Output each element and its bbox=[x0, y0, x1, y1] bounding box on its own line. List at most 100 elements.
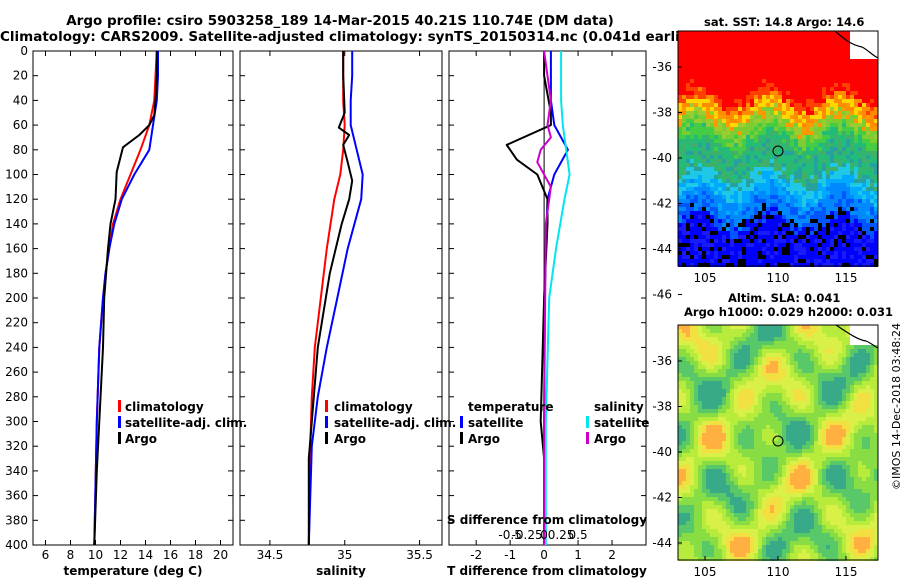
sla-cell bbox=[758, 357, 762, 361]
sst-cell bbox=[746, 215, 750, 219]
sst-cell bbox=[726, 235, 730, 239]
sla-cell bbox=[706, 405, 710, 409]
sst-cell bbox=[806, 251, 810, 255]
sst-cell bbox=[774, 263, 778, 267]
sst-cell bbox=[846, 111, 850, 115]
sst-cell bbox=[810, 251, 814, 255]
sst-cell bbox=[830, 79, 834, 83]
sla-cell bbox=[874, 349, 878, 353]
sst-cell bbox=[762, 191, 766, 195]
sst-cell bbox=[842, 251, 846, 255]
sst-cell bbox=[694, 219, 698, 223]
sst-cell bbox=[738, 147, 742, 151]
sst-cell bbox=[818, 195, 822, 199]
sla-cell bbox=[730, 417, 734, 421]
sst-cell bbox=[678, 199, 682, 203]
sla-cell bbox=[830, 445, 834, 449]
sla-cell bbox=[802, 337, 806, 341]
sla-cell bbox=[794, 345, 798, 349]
sst-cell bbox=[810, 91, 814, 95]
sla-cell bbox=[814, 381, 818, 385]
sst-cell bbox=[786, 47, 790, 51]
sla-cell bbox=[826, 453, 830, 457]
sla-cell bbox=[750, 457, 754, 461]
sst-cell bbox=[798, 195, 802, 199]
sst-cell bbox=[678, 219, 682, 223]
sla-cell bbox=[810, 389, 814, 393]
sla-cell bbox=[714, 449, 718, 453]
sst-cell bbox=[786, 91, 790, 95]
sst-cell bbox=[686, 171, 690, 175]
sla-cell bbox=[698, 341, 702, 345]
sst-cell bbox=[778, 211, 782, 215]
sst-cell bbox=[790, 215, 794, 219]
sst-cell bbox=[738, 159, 742, 163]
sst-cell bbox=[850, 191, 854, 195]
sst-cell bbox=[858, 263, 862, 267]
sla-cell bbox=[710, 457, 714, 461]
sla-cell bbox=[722, 385, 726, 389]
sst-cell bbox=[738, 171, 742, 175]
sla-cell bbox=[702, 325, 706, 329]
sst-cell bbox=[862, 127, 866, 131]
sst-cell bbox=[742, 75, 746, 79]
sst-cell bbox=[718, 143, 722, 147]
sst-cell bbox=[774, 203, 778, 207]
sla-cell bbox=[858, 341, 862, 345]
sst-cell bbox=[714, 231, 718, 235]
sst-cell bbox=[714, 95, 718, 99]
sla-cell bbox=[774, 373, 778, 377]
sla-cell bbox=[738, 413, 742, 417]
sst-cell bbox=[862, 163, 866, 167]
sla-cell bbox=[762, 425, 766, 429]
sst-cell bbox=[774, 199, 778, 203]
sla-cell bbox=[702, 381, 706, 385]
sst-cell bbox=[858, 211, 862, 215]
sst-cell bbox=[846, 223, 850, 227]
sst-cell bbox=[746, 171, 750, 175]
sst-cell bbox=[790, 67, 794, 71]
sst-cell bbox=[822, 171, 826, 175]
sst-cell bbox=[802, 47, 806, 51]
sst-cell bbox=[778, 59, 782, 63]
sst-cell bbox=[746, 39, 750, 43]
sst-cell bbox=[730, 139, 734, 143]
sst-cell bbox=[746, 143, 750, 147]
sla-cell bbox=[678, 365, 682, 369]
sst-cell bbox=[846, 139, 850, 143]
sla-cell bbox=[818, 389, 822, 393]
s-difference-tick-label: 0.5 bbox=[569, 528, 588, 542]
sst-cell bbox=[742, 199, 746, 203]
sst-cell bbox=[754, 107, 758, 111]
sst-cell bbox=[850, 175, 854, 179]
sst-cell bbox=[834, 147, 838, 151]
sst-cell bbox=[682, 239, 686, 243]
sla-cell bbox=[722, 353, 726, 357]
sst-cell bbox=[822, 251, 826, 255]
sla-cell bbox=[814, 325, 818, 329]
sla-cell bbox=[722, 413, 726, 417]
sla-cell bbox=[826, 409, 830, 413]
sst-cell bbox=[714, 259, 718, 263]
sla-cell bbox=[702, 429, 706, 433]
sst-cell bbox=[722, 191, 726, 195]
sst-cell bbox=[690, 55, 694, 59]
sla-cell bbox=[754, 453, 758, 457]
sst-cell bbox=[830, 123, 834, 127]
sst-cell bbox=[790, 231, 794, 235]
sst-cell bbox=[702, 127, 706, 131]
sst-cell bbox=[850, 115, 854, 119]
sla-cell bbox=[698, 421, 702, 425]
sla-cell bbox=[790, 361, 794, 365]
sst-cell bbox=[750, 119, 754, 123]
sla-cell bbox=[686, 349, 690, 353]
sst-cell bbox=[762, 103, 766, 107]
sst-cell bbox=[862, 259, 866, 263]
sst-cell bbox=[730, 211, 734, 215]
sst-cell bbox=[778, 195, 782, 199]
depth-tick-label: 380 bbox=[5, 513, 28, 527]
sst-cell bbox=[826, 139, 830, 143]
sst-cell bbox=[814, 147, 818, 151]
sla-cell bbox=[694, 453, 698, 457]
sst-cell bbox=[770, 35, 774, 39]
